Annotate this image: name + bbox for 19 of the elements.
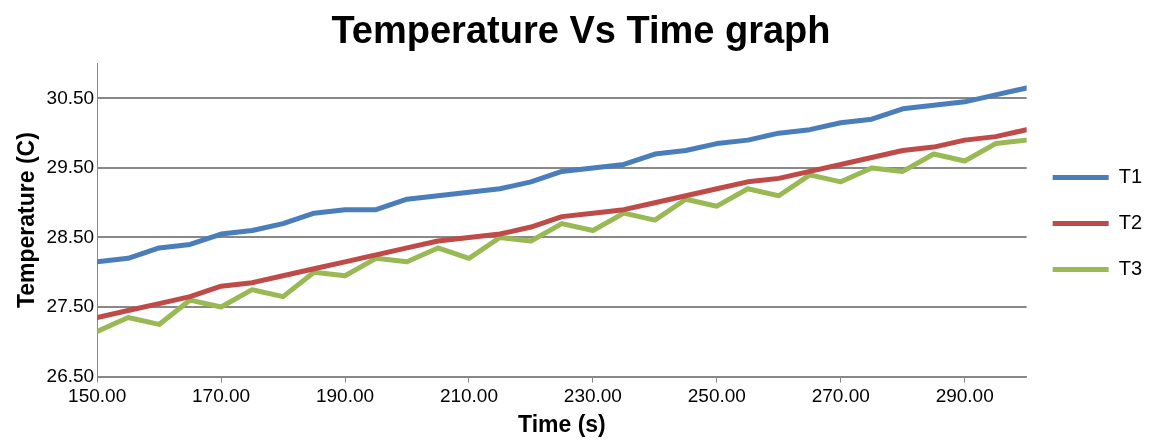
x-tick-label: 150.00: [68, 385, 127, 407]
x-tick-label: 230.00: [563, 385, 622, 407]
x-tick-label: 210.00: [439, 385, 499, 407]
x-tick-label: 250.00: [687, 385, 746, 407]
y-axis-title: Temperature (C): [13, 132, 40, 309]
y-tick-label: 26.50: [46, 364, 95, 386]
x-tick-label: 170.00: [192, 385, 251, 407]
x-tick-label: 270.00: [811, 385, 870, 407]
y-tick-label: 28.50: [46, 225, 95, 247]
x-axis-title: Time (s): [518, 410, 606, 437]
x-tick-label: 190.00: [315, 385, 375, 407]
legend-label: T2: [1118, 211, 1142, 234]
y-tick-label: 30.50: [46, 86, 95, 108]
legend-label: T1: [1118, 165, 1142, 188]
legend-label: T3: [1118, 257, 1142, 280]
chart-title: Temperature Vs Time graph: [331, 9, 831, 52]
y-tick-label: 29.50: [46, 156, 95, 178]
x-tick-label: 290.00: [935, 385, 994, 407]
y-tick-label: 27.50: [46, 295, 95, 317]
